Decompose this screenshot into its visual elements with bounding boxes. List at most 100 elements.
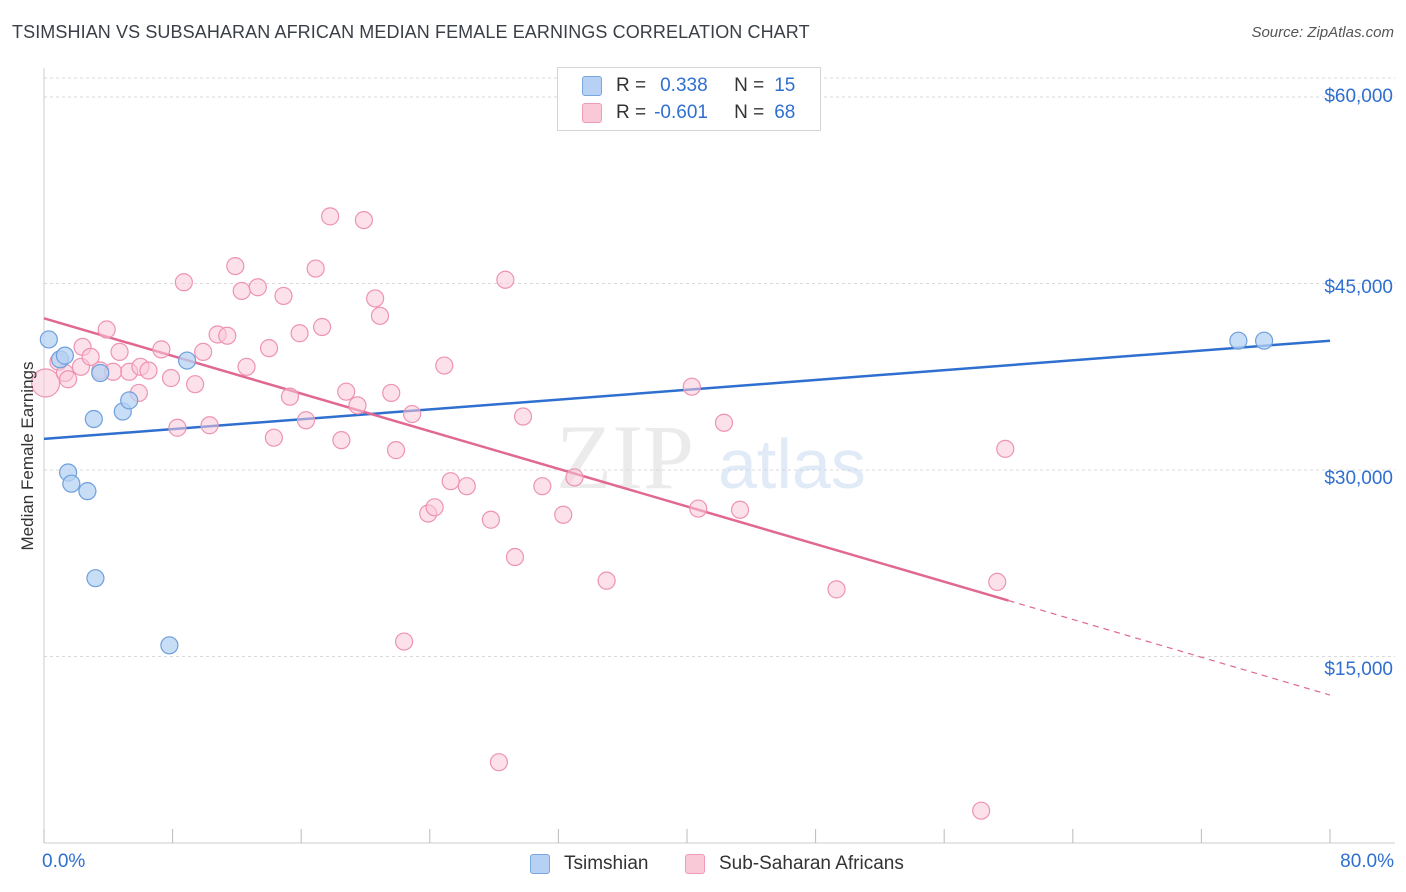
tsimshian-point (55, 346, 74, 365)
subsaharan-point (174, 273, 193, 292)
y-tick-label: $45,000 (1324, 277, 1393, 298)
legend-r-label: R = (616, 75, 647, 96)
legend-row-subsaharan: R = -0.601 N = 68 (582, 101, 795, 125)
subsaharan-point (200, 416, 219, 435)
tsimshian-point (62, 474, 81, 493)
subsaharan-point (394, 632, 414, 651)
subsaharan-point (232, 281, 251, 301)
x-tick-label-min: 0.0% (42, 851, 86, 872)
legend-r-value: 0.338 (660, 75, 708, 96)
subsaharan-point (248, 278, 267, 297)
tsimshian-point (78, 482, 97, 501)
subsaharan-point (194, 342, 213, 361)
legend-n-label: N = (734, 102, 765, 123)
subsaharan-swatch (685, 854, 705, 874)
y-tick-label: $15,000 (1324, 659, 1393, 680)
tsimshian-point (1254, 331, 1274, 350)
subsaharan-point (139, 361, 158, 380)
subsaharan-point (337, 382, 356, 401)
legend-r-label: R = (616, 102, 647, 123)
tsimshian-point (177, 351, 197, 370)
legend-r-value: -0.601 (654, 102, 708, 123)
watermark-zip: ZIP (556, 406, 694, 508)
subsaharan-point (554, 505, 573, 524)
subsaharan-point (274, 286, 293, 306)
subsaharan-point (441, 472, 460, 491)
subsaharan-point (988, 572, 1007, 592)
legend-row-tsimshian: R = 0.338 N = 15 (582, 74, 795, 98)
subsaharan-point (296, 411, 316, 430)
watermark: ZIP atlas (556, 406, 866, 508)
subsaharan-point (237, 357, 256, 376)
subsaharan-point (161, 368, 181, 388)
subsaharan-point (496, 270, 515, 289)
subsaharan-point (186, 375, 205, 394)
subsaharan-point (457, 477, 476, 496)
subsaharan-point (996, 439, 1015, 458)
tsimshian-point (84, 409, 103, 429)
tsimshian-swatch (582, 76, 602, 96)
subsaharan-point (972, 801, 991, 820)
subsaharan-point (280, 387, 300, 406)
bottom-legend-tsimshian: Tsimshian (530, 852, 648, 876)
chart-title: TSIMSHIAN VS SUBSAHARAN AFRICAN MEDIAN F… (12, 22, 810, 42)
y-tick-label: $60,000 (1324, 86, 1393, 107)
subsaharan-point (152, 340, 171, 359)
subsaharan-point (81, 347, 100, 366)
watermark-atlas: atlas (718, 425, 866, 503)
subsaharan-point (59, 370, 78, 389)
subsaharan-point (366, 289, 385, 308)
subsaharan-point (354, 210, 373, 230)
trend-lines (43, 317, 1331, 696)
subsaharan-point (597, 571, 616, 590)
subsaharan-point (481, 510, 500, 529)
subsaharan-point (168, 418, 187, 437)
tsimshian-point (160, 636, 179, 655)
chart-source: Source: ZipAtlas.com (1251, 24, 1394, 41)
tsimshian-point (39, 330, 58, 349)
subsaharan-point (714, 413, 734, 432)
bottom-legend-subsaharan: Sub-Saharan Africans (685, 852, 904, 876)
subsaharan-point (97, 320, 116, 339)
subsaharan-point (425, 498, 444, 517)
subsaharan-point (290, 324, 309, 343)
subsaharan-trend-line (43, 317, 1009, 602)
tsimshian-point (86, 569, 105, 588)
legend-n-value: 68 (774, 102, 796, 123)
tsimshian-point (1229, 331, 1248, 350)
axes (43, 68, 1395, 844)
x-tick-label-max: 80.0% (1340, 851, 1394, 872)
subsaharan-point (403, 404, 422, 424)
subsaharan-point (689, 499, 708, 518)
subsaharan-point (306, 259, 325, 278)
subsaharan-point (386, 441, 406, 460)
subsaharan-point (264, 428, 283, 447)
legend-n-value: 15 (774, 75, 796, 96)
subsaharan-point (533, 477, 552, 496)
tsimshian-swatch (530, 854, 550, 874)
subsaharan-swatch (582, 103, 602, 123)
subsaharan-point (348, 396, 367, 415)
subsaharan-point (382, 383, 401, 403)
subsaharan-point (565, 468, 584, 487)
subsaharan-trend-extension (1008, 599, 1331, 696)
bottom-legend-label: Tsimshian (564, 853, 649, 874)
y-tick-label: $30,000 (1324, 468, 1393, 489)
subsaharan-point (435, 356, 454, 375)
subsaharan-point (513, 407, 533, 426)
y-axis-title: Median Female Earnings (18, 361, 37, 551)
subsaharan-point (332, 431, 351, 450)
subsaharan-point (259, 339, 279, 358)
subsaharan-point (312, 317, 332, 337)
subsaharan-point (489, 753, 509, 772)
subsaharan-point (218, 326, 237, 345)
tsimshian-point (91, 363, 110, 383)
bottom-legend-label: Sub-Saharan Africans (719, 853, 904, 874)
subsaharan-point (226, 256, 245, 276)
subsaharan-point (682, 377, 701, 396)
subsaharan-point (827, 580, 846, 599)
subsaharan-point (505, 547, 525, 567)
tsimshian-point (120, 391, 139, 410)
subsaharan-point (321, 207, 340, 226)
